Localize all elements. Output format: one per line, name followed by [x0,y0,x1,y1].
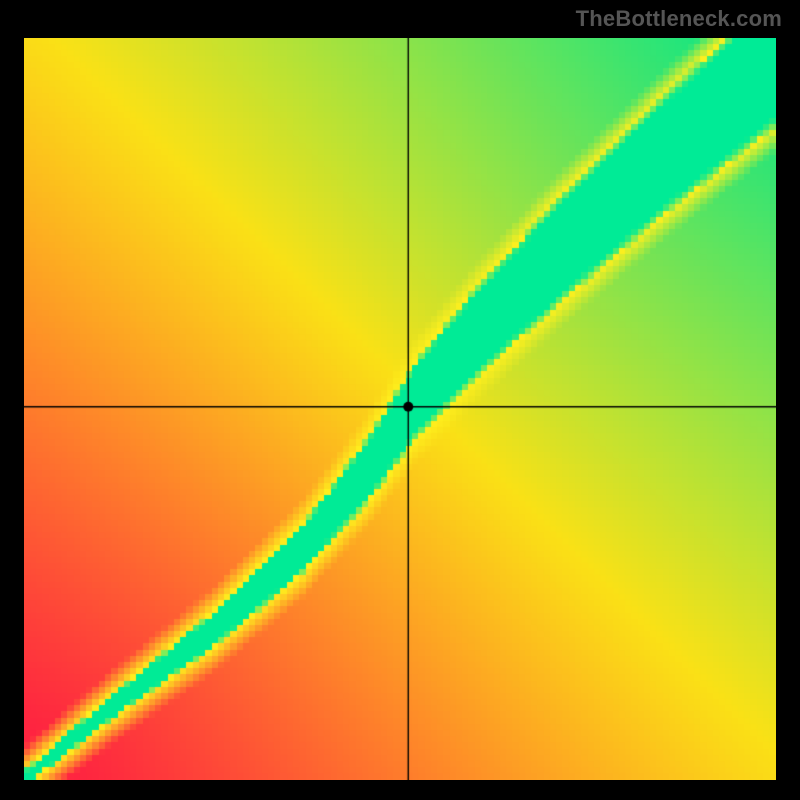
watermark-text: TheBottleneck.com [576,6,782,32]
heatmap-canvas [24,38,776,780]
heatmap-plot [24,38,776,780]
image-root: TheBottleneck.com [0,0,800,800]
